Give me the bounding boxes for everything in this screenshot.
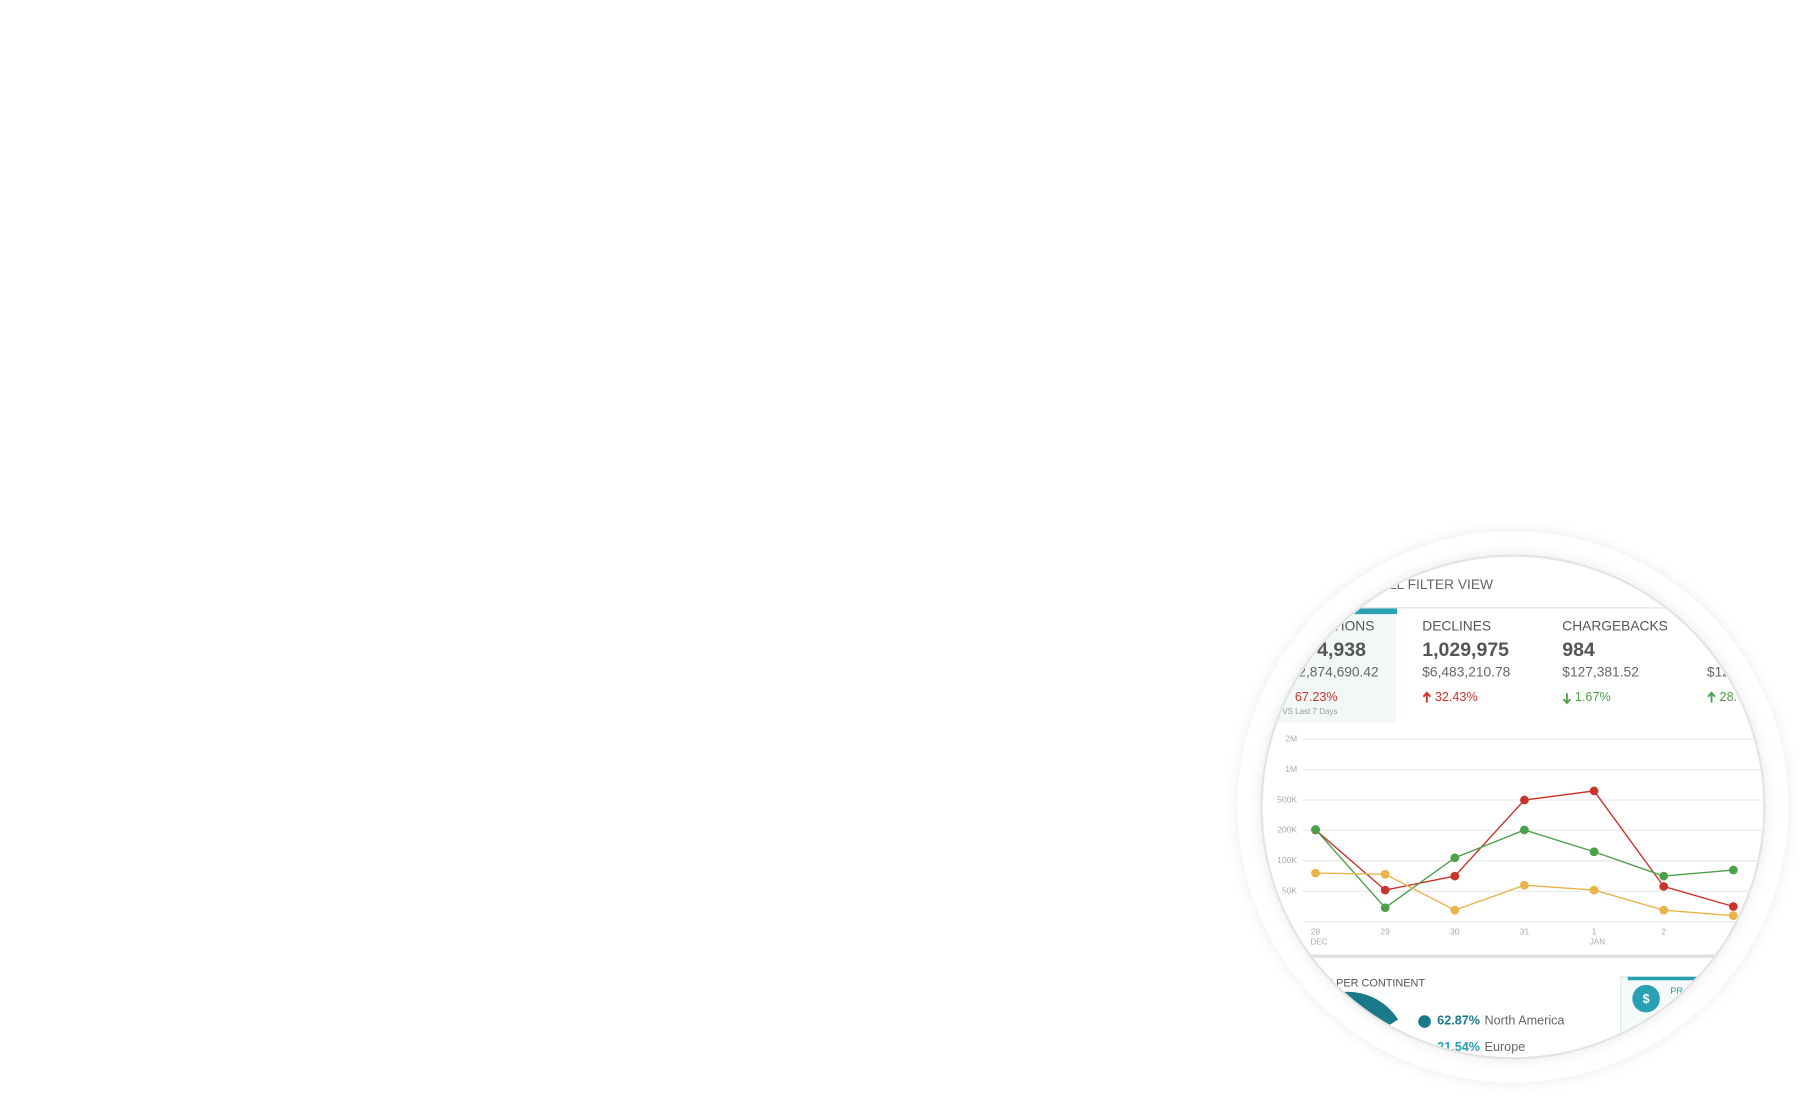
x-month-label: JAN — [1590, 938, 1605, 947]
tile-label: DECLINES — [1422, 618, 1491, 633]
y-tick-label: 200K — [1277, 825, 1297, 835]
tile-amount: $6,483,210.78 — [1422, 664, 1510, 679]
data-point — [1450, 871, 1460, 881]
y-tick-label: 500K — [1277, 794, 1297, 804]
down-arrow — [1562, 693, 1572, 705]
y-tick-label: 50K — [1282, 886, 1298, 896]
up-arrow — [1422, 691, 1432, 703]
x-tick-label: 1 — [1592, 926, 1597, 936]
tile-amount: 2,874,690.42 — [1298, 664, 1378, 679]
y-tick-label: 2M — [1285, 733, 1297, 743]
data-point — [1520, 880, 1529, 890]
panel-title: PR — [1670, 986, 1683, 996]
legend-dot — [1418, 1015, 1431, 1028]
tile-label: CHARGEBACKS — [1562, 618, 1668, 633]
data-point — [1380, 885, 1390, 895]
tile-value: 1,029,975 — [1422, 639, 1509, 661]
x-tick-label: 31 — [1520, 926, 1530, 936]
legend-item: 62.87% North America — [1437, 1014, 1565, 1028]
active-tile-bar — [1354, 608, 1398, 615]
y-tick-label: 100K — [1277, 855, 1297, 865]
legend-name: North America — [1485, 1014, 1566, 1028]
data-point — [1589, 786, 1599, 796]
tile-change: 28. — [1720, 690, 1738, 704]
x-month-label: DEC — [1310, 938, 1327, 947]
tile-note: VS Last 7 Days — [1282, 707, 1337, 716]
tile-change: 32.43% — [1435, 690, 1478, 704]
data-point — [1520, 795, 1529, 805]
legend-percent: 62.87% — [1437, 1014, 1480, 1028]
x-tick-label: 2 — [1661, 926, 1666, 936]
data-point — [1380, 869, 1390, 879]
data-point — [1659, 905, 1669, 915]
data-point — [1380, 903, 1390, 913]
x-tick-label: 28 — [1311, 926, 1321, 936]
tile-value: 984 — [1562, 639, 1595, 661]
tile-amount: $127,381.52 — [1562, 664, 1639, 679]
line-chart: 50K 100K 200K 500K 1M 2M 28 DEC 29 30 31 1 JAN 2 — [1277, 733, 1764, 947]
data-point — [1450, 853, 1460, 863]
data-point — [1728, 902, 1738, 911]
panel-icon — [1632, 984, 1660, 1013]
legend-name: Europe — [1485, 1040, 1526, 1054]
data-point — [1450, 905, 1460, 915]
up-arrow — [1707, 691, 1716, 703]
data-point — [1728, 865, 1738, 875]
x-tick-label: 30 — [1450, 926, 1460, 936]
x-tick-label: 29 — [1380, 926, 1390, 936]
tile-change: 67.23% — [1295, 690, 1338, 704]
continent-title: E PER CONTINENT — [1326, 978, 1426, 990]
y-tick-label: 1M — [1285, 764, 1297, 774]
data-point — [1728, 911, 1738, 920]
data-point — [1520, 825, 1529, 835]
data-point — [1659, 871, 1669, 881]
filter-title: LL FILTER VIEW — [1389, 577, 1493, 592]
data-point — [1659, 882, 1669, 891]
tile-change: 1.67% — [1575, 690, 1611, 704]
panel-bar — [1627, 976, 1699, 981]
data-point — [1589, 885, 1599, 895]
data-point — [1589, 847, 1599, 857]
panel-icon-glyph: $ — [1643, 992, 1650, 1006]
data-point — [1311, 868, 1320, 878]
data-point — [1311, 825, 1320, 834]
